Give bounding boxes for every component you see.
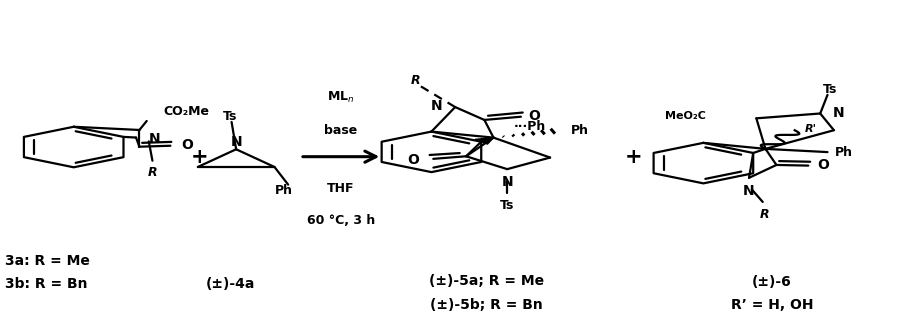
Text: MeO₂C: MeO₂C	[665, 111, 707, 121]
Text: R': R'	[805, 124, 817, 134]
Text: N: N	[833, 107, 845, 120]
Polygon shape	[475, 138, 494, 144]
Text: (±)-5a; R = Me
(±)-5b; R = Bn: (±)-5a; R = Me (±)-5b; R = Bn	[429, 275, 544, 312]
Text: N: N	[230, 135, 242, 149]
Text: Ph: Ph	[571, 124, 590, 137]
Text: R’ = H, OH: R’ = H, OH	[730, 297, 813, 312]
Text: (±)-6: (±)-6	[752, 275, 792, 289]
Text: R: R	[760, 208, 770, 221]
Text: +: +	[191, 147, 208, 167]
Text: +: +	[624, 147, 642, 167]
Text: N: N	[430, 99, 442, 113]
Text: O: O	[407, 153, 419, 167]
Text: Ts: Ts	[500, 199, 515, 212]
Text: N: N	[502, 175, 513, 189]
Text: 3a: R = Me
3b: R = Bn: 3a: R = Me 3b: R = Bn	[5, 254, 90, 291]
Text: O: O	[817, 158, 829, 172]
Text: Ts: Ts	[824, 83, 837, 96]
Text: O: O	[181, 138, 193, 152]
Text: ML$_n$: ML$_n$	[327, 89, 355, 105]
Text: base: base	[324, 124, 357, 138]
Text: Ph: Ph	[835, 146, 853, 159]
Text: 60 °C, 3 h: 60 °C, 3 h	[307, 214, 376, 227]
Text: R: R	[411, 74, 420, 87]
Text: N: N	[149, 131, 161, 145]
Text: Ph: Ph	[274, 184, 292, 197]
Text: ···Ph: ···Ph	[514, 120, 546, 133]
Text: THF: THF	[327, 182, 355, 195]
Text: Ts: Ts	[223, 109, 237, 123]
Text: N: N	[743, 183, 755, 198]
Text: CO₂Me: CO₂Me	[164, 105, 210, 118]
Text: R: R	[148, 166, 157, 180]
Text: (±)-4a: (±)-4a	[206, 277, 255, 291]
Text: O: O	[528, 109, 540, 123]
